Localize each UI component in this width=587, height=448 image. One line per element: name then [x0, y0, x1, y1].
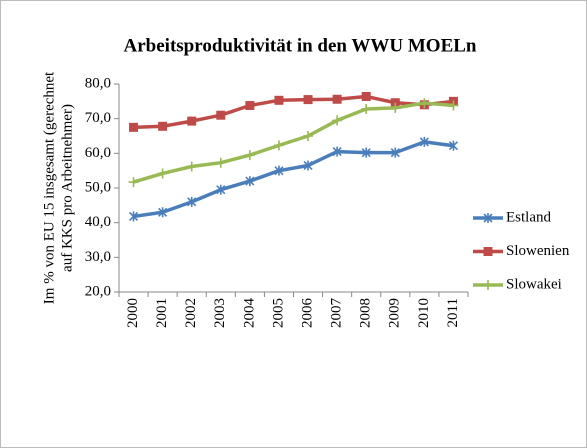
marker	[129, 122, 139, 132]
chart-title: Arbeitsproduktivität in den WWU MOELn	[124, 35, 477, 56]
marker	[303, 131, 314, 141]
marker	[216, 184, 226, 195]
marker	[274, 165, 284, 176]
y-tick-label: 80,0	[85, 75, 111, 91]
y-axis-label: auf KKS pro Arbeitnehmer)	[59, 104, 75, 272]
marker	[483, 280, 493, 290]
marker	[361, 147, 371, 158]
marker	[187, 196, 197, 207]
marker	[483, 247, 493, 256]
y-tick-label: 60,0	[85, 145, 111, 161]
marker	[215, 157, 226, 168]
marker	[303, 95, 313, 105]
marker	[216, 110, 226, 120]
marker	[245, 100, 255, 110]
x-tick-label: 2005	[270, 298, 286, 328]
marker	[158, 121, 168, 131]
legend-label: Estland	[506, 209, 551, 225]
x-tick-label: 2006	[299, 298, 315, 329]
x-tick-label: 2008	[358, 298, 374, 328]
marker	[390, 147, 400, 158]
marker	[419, 136, 429, 147]
y-tick-label: 40,0	[85, 214, 111, 230]
legend-label: Slowakei	[506, 276, 562, 292]
x-tick-label: 2001	[154, 298, 170, 328]
marker	[128, 177, 139, 188]
line	[133, 101, 454, 184]
x-tick-label: 2009	[387, 298, 403, 328]
x-tick-label: 2011	[445, 298, 461, 327]
marker	[390, 98, 400, 108]
marker	[332, 115, 343, 126]
marker	[186, 161, 197, 172]
legend-label: Slowenien	[506, 243, 570, 259]
marker	[274, 95, 284, 105]
x-tick-label: 2003	[212, 298, 228, 328]
marker	[158, 207, 168, 218]
marker	[332, 146, 342, 157]
x-tick-label: 2002	[183, 298, 199, 328]
marker	[361, 91, 371, 101]
y-tick-label: 50,0	[85, 179, 111, 195]
x-tick-label: 2000	[125, 298, 141, 328]
x-tick-label: 2010	[416, 298, 432, 328]
y-tick-label: 70,0	[85, 110, 111, 126]
marker	[448, 100, 459, 111]
marker	[244, 150, 255, 161]
marker	[273, 140, 284, 151]
y-axis-label: Im % von EU 15 insgesamt (gerechnet	[41, 71, 57, 304]
line	[133, 94, 454, 130]
x-tick-label: 2004	[241, 298, 257, 329]
line	[133, 140, 454, 219]
marker	[245, 176, 255, 187]
y-tick-label: 20,0	[85, 283, 111, 299]
x-tick-label: 2007	[329, 298, 345, 329]
marker	[419, 98, 430, 109]
marker	[128, 211, 139, 222]
marker	[332, 94, 342, 104]
y-tick-label: 30,0	[85, 249, 111, 265]
marker	[390, 102, 401, 113]
marker	[187, 116, 197, 126]
marker	[361, 103, 372, 114]
marker	[157, 168, 168, 179]
marker	[483, 213, 493, 223]
marker	[303, 160, 313, 171]
marker	[448, 140, 459, 151]
